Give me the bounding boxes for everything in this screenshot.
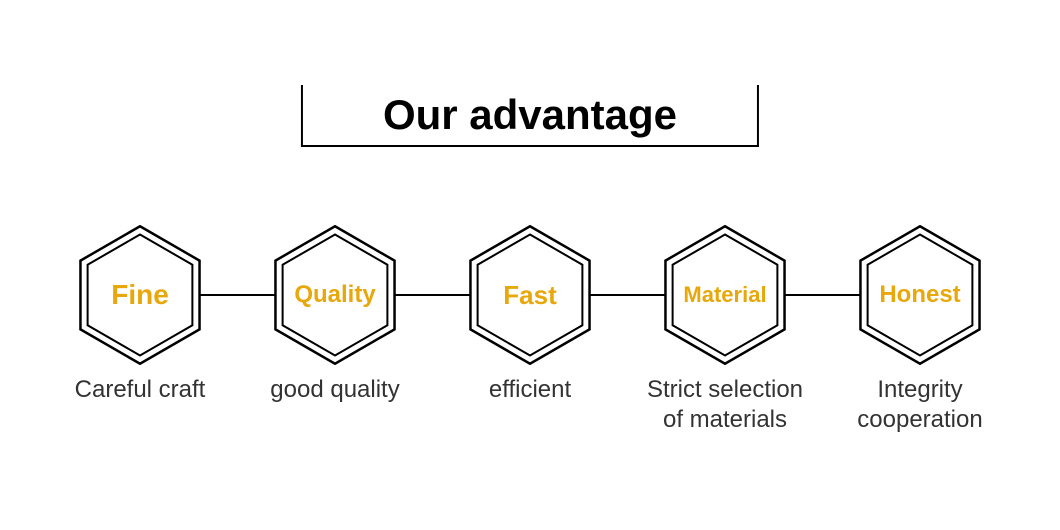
hex-caption: efficient: [430, 375, 630, 405]
hexagon-row: FineCareful craft Qualitygood quality Fast…: [0, 225, 1060, 385]
hex-node: Fastefficient: [460, 225, 600, 365]
hex-node: FineCareful craft: [70, 225, 210, 365]
hex-label: Honest: [850, 225, 990, 365]
hex-caption: Careful craft: [40, 375, 240, 405]
connector: [590, 294, 666, 296]
connector: [395, 294, 471, 296]
title-frame: Our advantage: [301, 85, 759, 147]
hex-label: Fine: [70, 225, 210, 365]
hex-node: MaterialStrict selection of materials: [655, 225, 795, 365]
page-title: Our advantage: [383, 91, 677, 139]
hex-label: Fast: [460, 225, 600, 365]
hex-label: Material: [655, 225, 795, 365]
hex-node: Qualitygood quality: [265, 225, 405, 365]
hex-label: Quality: [265, 225, 405, 365]
hex-caption: Integrity cooperation: [820, 375, 1020, 435]
connector: [200, 294, 276, 296]
hex-caption: good quality: [235, 375, 435, 405]
hex-node: HonestIntegrity cooperation: [850, 225, 990, 365]
connector: [785, 294, 861, 296]
hex-caption: Strict selection of materials: [625, 375, 825, 435]
